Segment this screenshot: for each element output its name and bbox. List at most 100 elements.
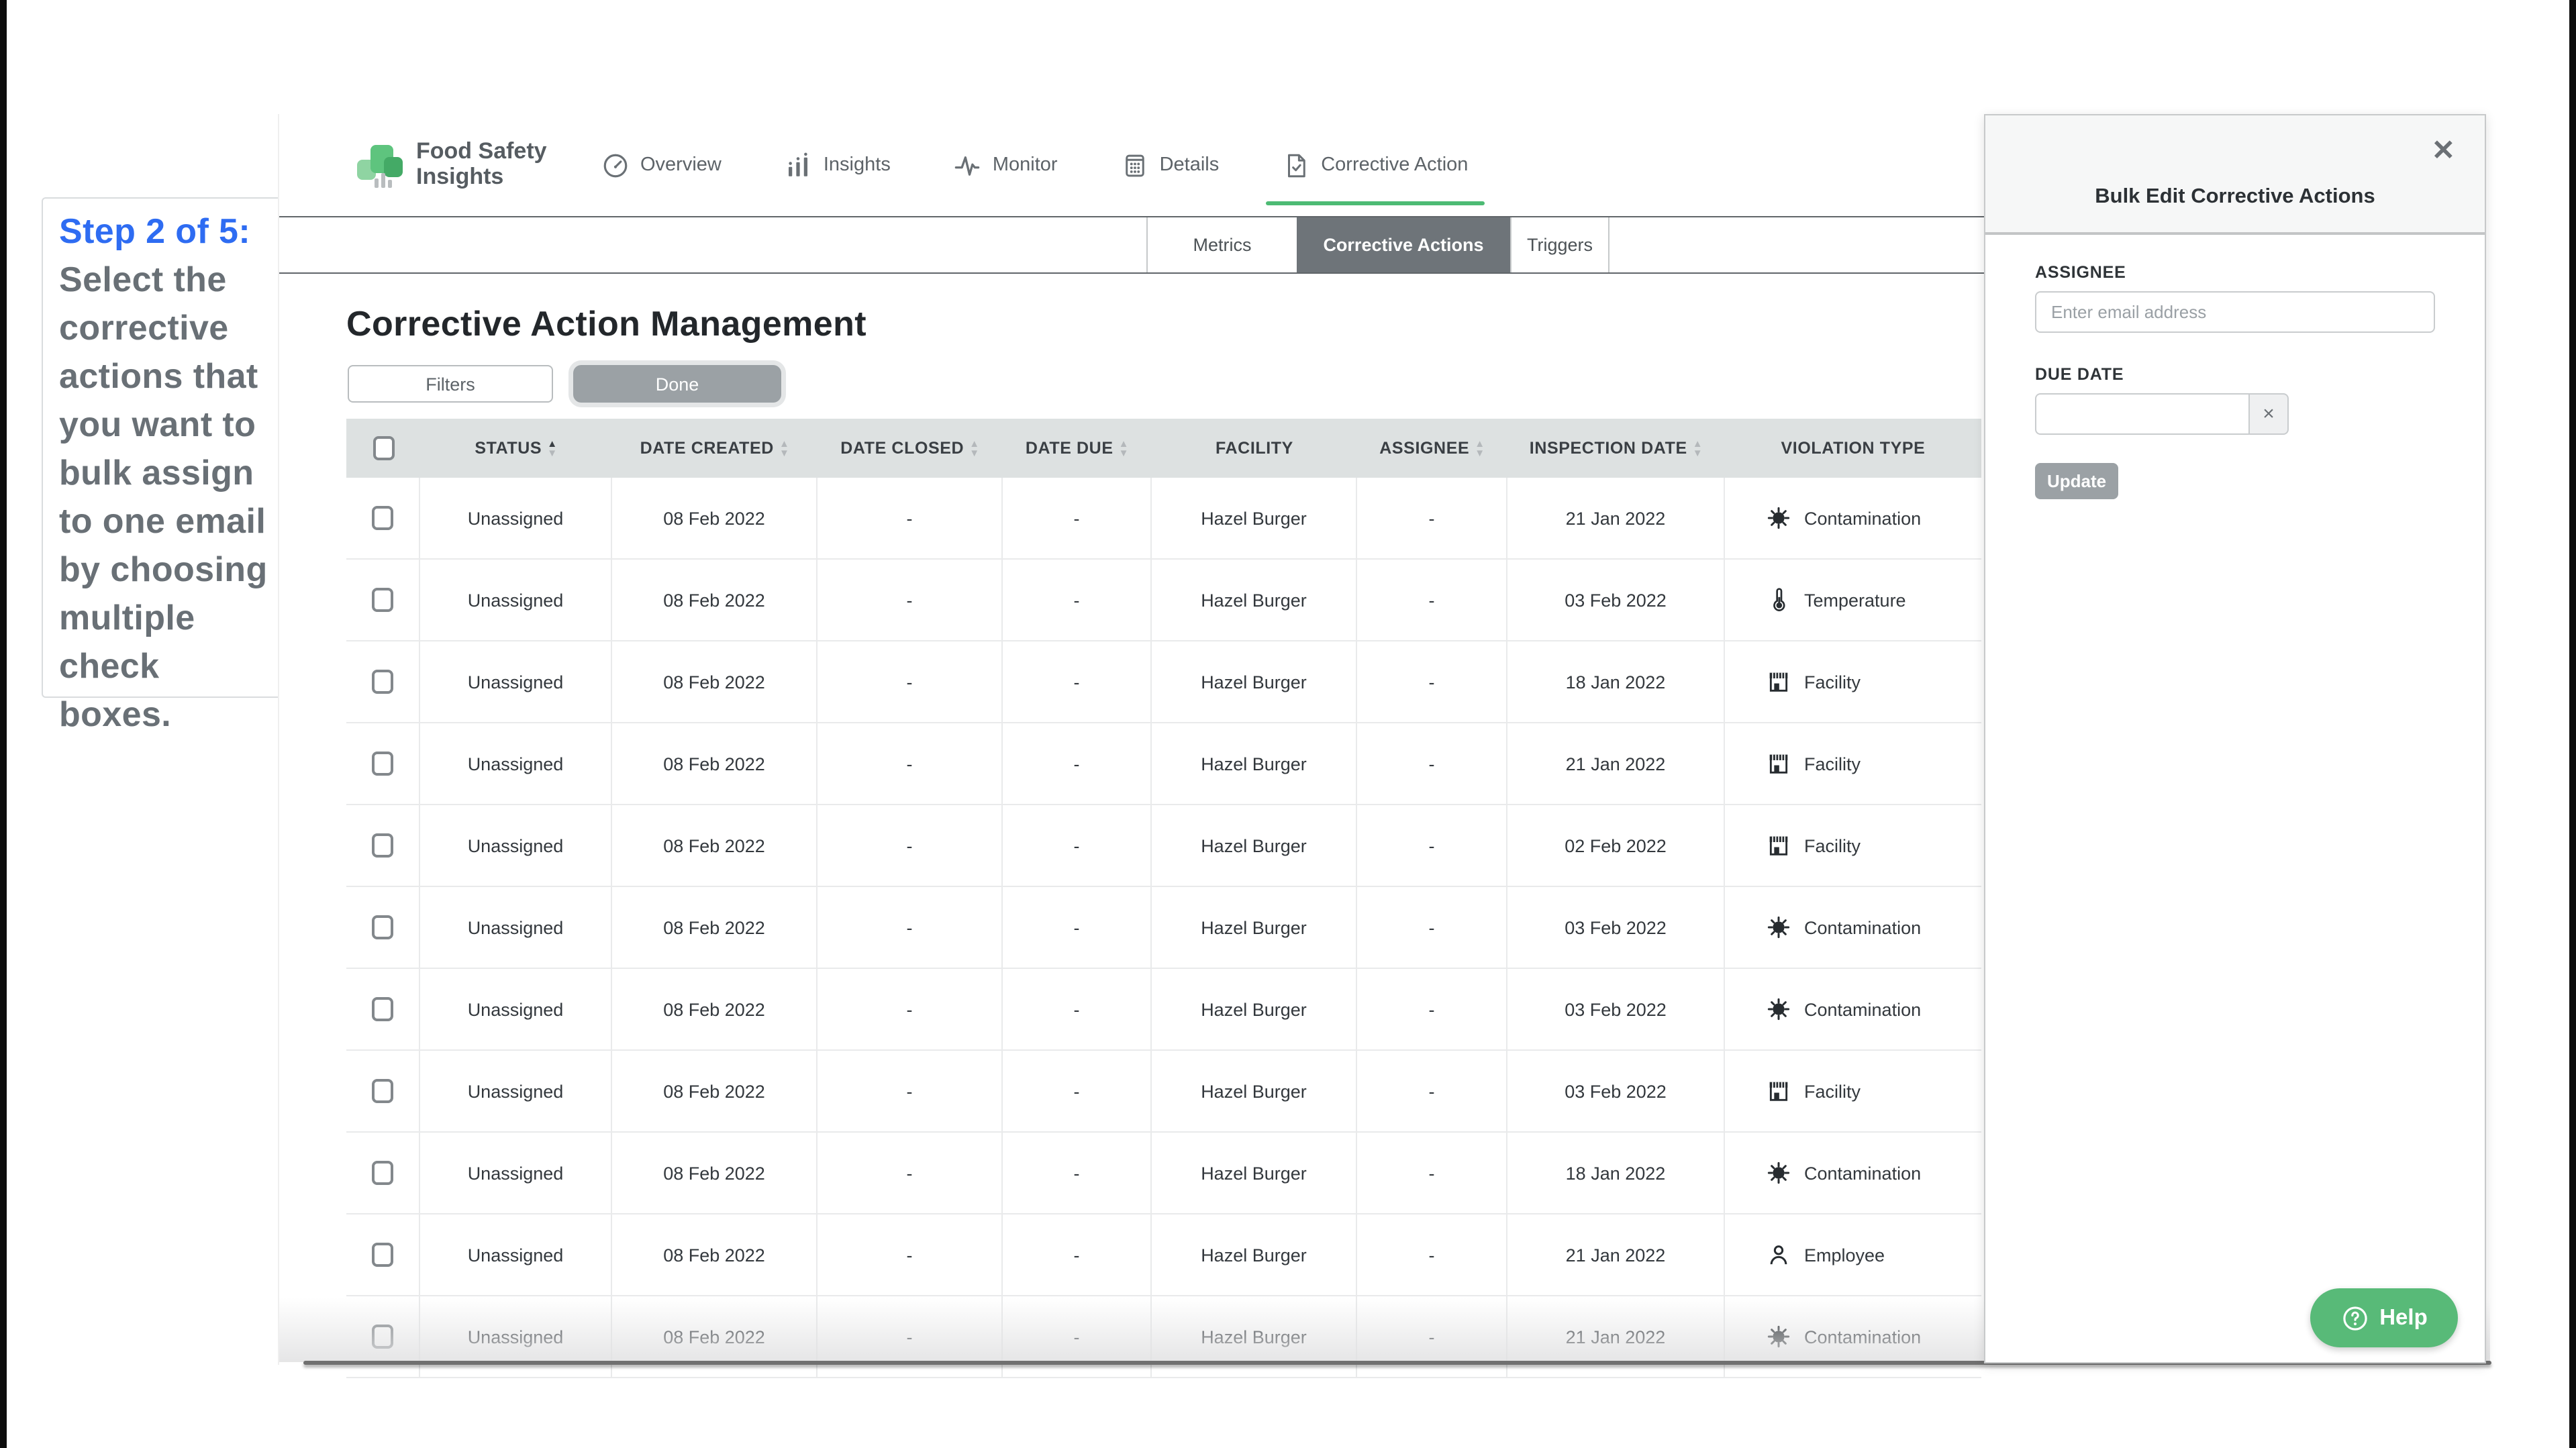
cell-violation-type: Contamination [1725, 478, 1981, 558]
table-row: Unassigned 08 Feb 2022- - Hazel Burger -21 J… [346, 723, 1981, 805]
done-button[interactable]: Done [573, 365, 781, 403]
cell-facility: Hazel Burger [1152, 1296, 1357, 1377]
cell-date-created: 08 Feb 2022 [612, 887, 818, 968]
sort-arrows-icon[interactable]: ▲ ▼ [969, 437, 980, 459]
virus-icon [1765, 505, 1792, 531]
cell-facility: Hazel Burger [1152, 969, 1357, 1049]
nav-item-insights[interactable]: Insights [785, 114, 891, 216]
cell-date-created: 08 Feb 2022 [612, 560, 818, 640]
cell-violation-type: Employee [1725, 1214, 1981, 1295]
filters-button[interactable]: Filters [348, 365, 553, 403]
subtab-corrective-actions[interactable]: Corrective Actions [1297, 217, 1510, 272]
select-all-header-cell [346, 436, 420, 460]
cell-date-closed: - [818, 969, 1003, 1049]
row-checkbox[interactable] [372, 1325, 393, 1349]
table-body: Unassigned 08 Feb 2022- - Hazel Burger -21 J… [346, 478, 1981, 1378]
column-header-label: VIOLATION TYPE [1781, 439, 1926, 458]
cell-assignee: - [1357, 723, 1507, 804]
sort-arrows-icon[interactable]: ▲ ▼ [1475, 437, 1485, 459]
table-row: Unassigned 08 Feb 2022- - Hazel Burger -21 J… [346, 1296, 1981, 1378]
subtab-triggers[interactable]: Triggers [1510, 217, 1609, 272]
violation-type-label: Contamination [1804, 1327, 1922, 1347]
row-checkbox[interactable] [372, 1243, 393, 1267]
question-icon [2340, 1304, 2369, 1332]
sort-arrows-icon[interactable]: ▲ ▼ [779, 437, 790, 459]
nav-item-label: Details [1159, 154, 1220, 176]
cell-date-closed: - [818, 1133, 1003, 1213]
cell-status: Unassigned [420, 1051, 612, 1131]
row-checkbox[interactable] [372, 670, 393, 694]
row-checkbox[interactable] [372, 588, 393, 612]
row-checkbox-cell [346, 969, 420, 1049]
due-date-input[interactable] [2035, 393, 2250, 435]
column-header-label: INSPECTION DATE [1529, 439, 1687, 458]
close-icon[interactable]: ✕ [2431, 136, 2455, 166]
sort-arrows-icon[interactable]: ▲ ▼ [1118, 437, 1130, 459]
gauge-icon [601, 151, 630, 179]
row-checkbox-cell [346, 1051, 420, 1131]
cell-violation-type: Facility [1725, 1051, 1981, 1131]
row-checkbox[interactable] [372, 997, 393, 1021]
cell-date-due: - [1003, 1133, 1152, 1213]
row-checkbox[interactable] [372, 1079, 393, 1103]
person-icon [1765, 1241, 1792, 1268]
brand-name: Food Safety Insights [416, 138, 547, 189]
cell-facility: Hazel Burger [1152, 723, 1357, 804]
thermometer-icon [1765, 586, 1792, 613]
cell-inspection-date: 21 Jan 2022 [1507, 478, 1725, 558]
cell-date-closed: - [818, 560, 1003, 640]
sort-arrows-icon[interactable]: ▲ ▼ [547, 437, 558, 459]
nav-item-overview[interactable]: Overview [601, 114, 722, 216]
cell-inspection-date: 21 Jan 2022 [1507, 1214, 1725, 1295]
nav-item-label: Corrective Action [1321, 154, 1469, 176]
column-header-label: DATE CLOSED [840, 439, 964, 458]
assignee-email-input[interactable] [2035, 291, 2435, 333]
cell-date-closed: - [818, 1051, 1003, 1131]
table-row: Unassigned 08 Feb 2022- - Hazel Burger -03 F… [346, 887, 1981, 969]
grid-icon [1121, 151, 1149, 179]
cell-date-created: 08 Feb 2022 [612, 969, 818, 1049]
cell-inspection-date: 03 Feb 2022 [1507, 1051, 1725, 1131]
row-checkbox[interactable] [372, 915, 393, 939]
nav-item-details[interactable]: Details [1121, 114, 1220, 216]
violation-type-label: Employee [1804, 1245, 1885, 1265]
row-checkbox[interactable] [372, 752, 393, 776]
cell-status: Unassigned [420, 478, 612, 558]
cell-inspection-date: 03 Feb 2022 [1507, 560, 1725, 640]
clear-date-icon[interactable]: × [2250, 393, 2289, 435]
cell-inspection-date: 03 Feb 2022 [1507, 887, 1725, 968]
cell-date-created: 08 Feb 2022 [612, 1296, 818, 1377]
subtab-metrics[interactable]: Metrics [1146, 217, 1297, 272]
help-button[interactable]: Help [2310, 1288, 2458, 1347]
table-row: Unassigned 08 Feb 2022- - Hazel Burger -02 F… [346, 805, 1981, 887]
cell-date-closed: - [818, 805, 1003, 886]
corrective-actions-table: STATUS ▲ ▼ DATE CREATED ▲ ▼ DATE CLOSED ▲ ▼ DATE … [346, 419, 1981, 1378]
select-all-checkbox[interactable] [373, 436, 394, 460]
virus-icon [1765, 996, 1792, 1023]
cell-violation-type: Contamination [1725, 1133, 1981, 1213]
violation-type-label: Contamination [1804, 999, 1922, 1019]
brand-logo-icon [357, 142, 408, 191]
cell-violation-type: Contamination [1725, 1296, 1981, 1377]
nav-item-monitor[interactable]: Monitor [954, 114, 1058, 216]
row-checkbox[interactable] [372, 1161, 393, 1185]
cell-date-due: - [1003, 887, 1152, 968]
row-checkbox-cell [346, 723, 420, 804]
cell-date-closed: - [818, 723, 1003, 804]
row-checkbox[interactable] [372, 833, 393, 858]
storefront-icon [1765, 668, 1792, 695]
top-navbar: Food Safety Insights Overview Insights Mon… [279, 114, 1984, 216]
cell-date-created: 08 Feb 2022 [612, 723, 818, 804]
table-row: Unassigned 08 Feb 2022- - Hazel Burger -03 F… [346, 1051, 1981, 1133]
column-header-status: STATUS ▲ ▼ [420, 439, 612, 458]
table-row: Unassigned 08 Feb 2022- - Hazel Burger -21 J… [346, 1214, 1981, 1296]
row-checkbox-cell [346, 560, 420, 640]
table-row: Unassigned 08 Feb 2022- - Hazel Burger -03 F… [346, 969, 1981, 1051]
row-checkbox[interactable] [372, 506, 393, 530]
update-button[interactable]: Update [2035, 463, 2118, 499]
sort-arrows-icon[interactable]: ▲ ▼ [1692, 437, 1703, 459]
violation-type-label: Facility [1804, 754, 1861, 774]
nav-item-corrective-action[interactable]: Corrective Action [1266, 114, 1484, 216]
virus-icon [1765, 914, 1792, 941]
